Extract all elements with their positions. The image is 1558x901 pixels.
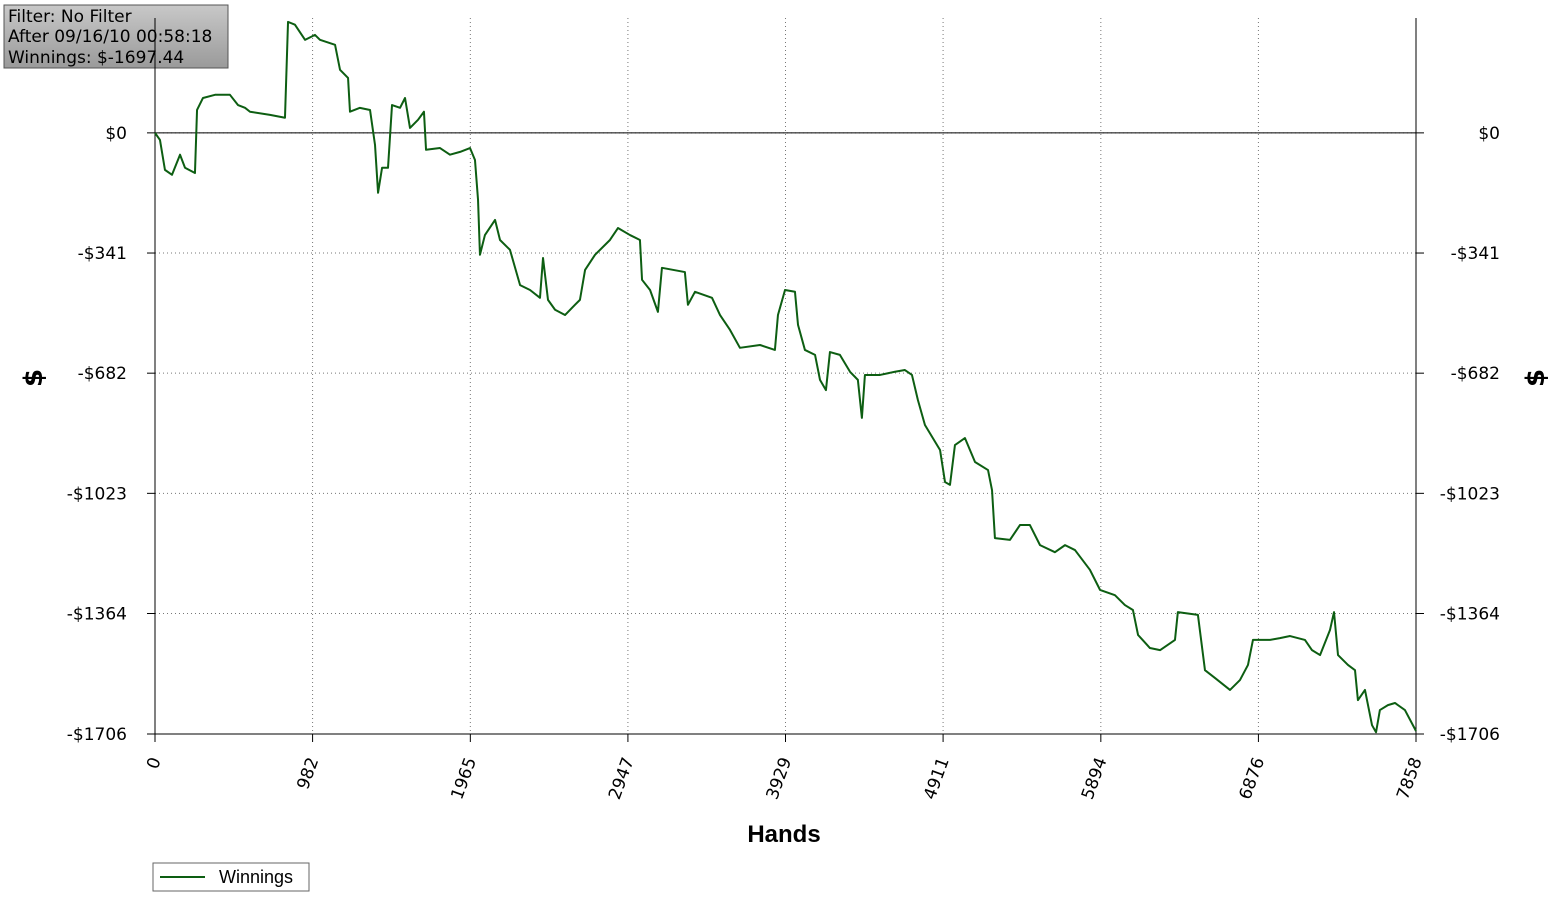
y-tick-label: -$682 xyxy=(78,364,127,384)
x-tick-label: 5894 xyxy=(1078,755,1112,802)
info-line: Winnings: $-1697.44 xyxy=(8,48,184,68)
y2-tick-label: -$1023 xyxy=(1440,484,1500,504)
x-tick-label: 2947 xyxy=(605,755,639,802)
info-box: Filter: No Filter After 09/16/10 00:58:1… xyxy=(3,4,229,69)
y-tick-label: -$1023 xyxy=(67,484,127,504)
y-tick-label: -$1364 xyxy=(67,604,127,624)
x-tick-label: 6876 xyxy=(1236,755,1270,802)
x-tick-label: 7858 xyxy=(1393,755,1427,802)
x-tick-label: 4911 xyxy=(920,755,954,802)
info-line: After 09/16/10 00:58:18 xyxy=(8,27,212,47)
y2-tick-label: -$682 xyxy=(1451,364,1500,384)
y2-tick-label: $0 xyxy=(1478,124,1500,144)
y-tick-label: -$1706 xyxy=(67,725,127,745)
legend-label: Winnings xyxy=(219,867,293,887)
y-tick-label: -$341 xyxy=(78,244,127,264)
info-box-bg xyxy=(3,4,229,69)
y2-tick-label: -$1706 xyxy=(1440,725,1500,745)
x-tick-label: 3929 xyxy=(763,755,797,802)
x-axis-title: Hands xyxy=(747,821,820,848)
series-line xyxy=(154,20,1417,734)
info-line: Filter: No Filter xyxy=(8,7,132,27)
y-tick-label: $0 xyxy=(105,124,127,144)
x-tick-label: 1965 xyxy=(447,755,481,802)
y2-tick-label: -$341 xyxy=(1451,244,1500,264)
y-axis-title: $ xyxy=(19,369,49,387)
y2-tick-label: -$1364 xyxy=(1440,604,1500,624)
legend: Winnings xyxy=(152,862,310,892)
x-tick-label: 0 xyxy=(143,755,165,772)
y2-axis-title: $ xyxy=(1521,369,1551,387)
x-tick-label: 982 xyxy=(293,755,323,792)
